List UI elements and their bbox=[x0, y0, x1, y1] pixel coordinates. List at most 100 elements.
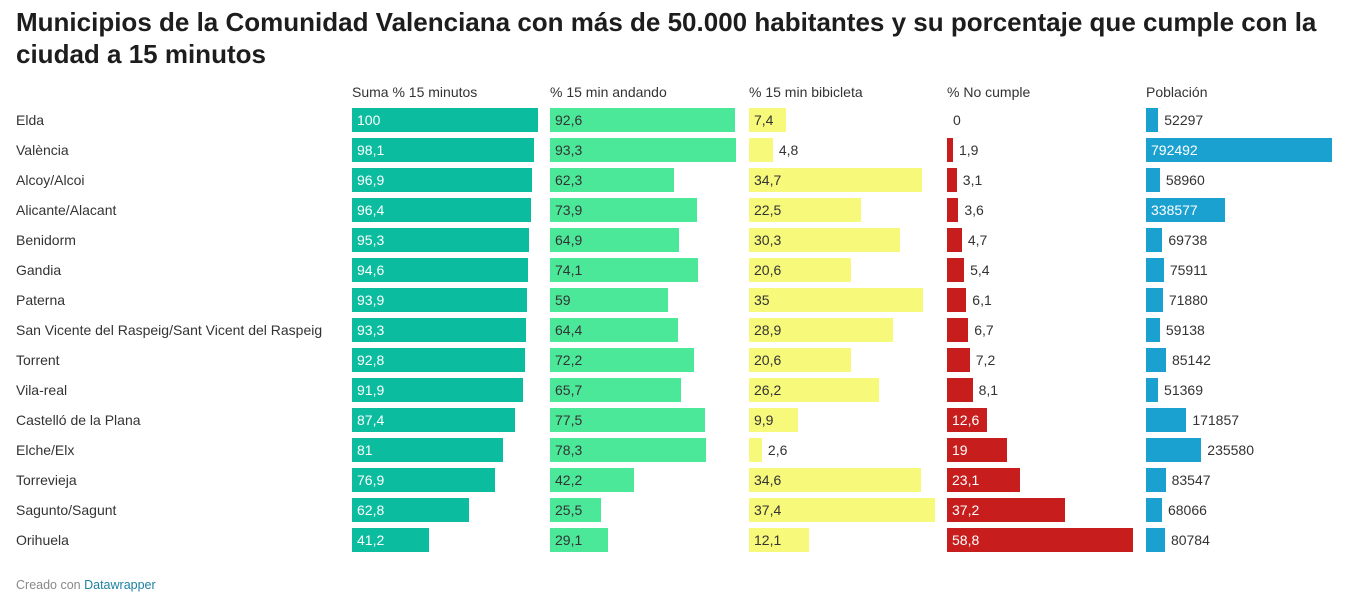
data-label: 12,1 bbox=[754, 532, 782, 548]
data-label: 6,1 bbox=[972, 292, 992, 308]
data-label: 72,2 bbox=[555, 352, 583, 368]
data-label: 83547 bbox=[1171, 472, 1211, 488]
footer: Creado con Datawrapper bbox=[16, 578, 156, 592]
bar bbox=[1146, 408, 1187, 432]
data-label: 91,9 bbox=[357, 382, 385, 398]
bar bbox=[749, 108, 786, 132]
data-label: 93,3 bbox=[357, 322, 385, 338]
footer-prefix: Creado con bbox=[16, 578, 81, 592]
bar bbox=[749, 138, 773, 162]
bar bbox=[1146, 378, 1159, 402]
bar bbox=[749, 408, 799, 432]
row-name: Castelló de la Plana bbox=[16, 412, 141, 428]
data-label: 4,7 bbox=[967, 232, 988, 248]
bar bbox=[947, 378, 973, 402]
bar bbox=[1146, 348, 1166, 372]
row-name: Alicante/Alacant bbox=[16, 202, 117, 218]
data-label: 98,1 bbox=[357, 142, 385, 158]
column-header: Población bbox=[1146, 84, 1208, 100]
bar bbox=[550, 258, 698, 282]
data-label: 20,6 bbox=[754, 262, 782, 278]
bar bbox=[352, 198, 532, 222]
bar bbox=[1146, 228, 1163, 252]
data-label: 75911 bbox=[1169, 262, 1208, 278]
row-name: Gandia bbox=[16, 262, 62, 278]
data-label: 8,1 bbox=[978, 382, 999, 398]
bar bbox=[352, 498, 469, 522]
bar bbox=[550, 198, 698, 222]
bar bbox=[1146, 168, 1160, 192]
data-label: 171857 bbox=[1192, 412, 1240, 428]
data-label: 34,7 bbox=[754, 172, 782, 188]
bar bbox=[550, 138, 736, 162]
bar bbox=[749, 468, 922, 492]
bar bbox=[550, 528, 608, 552]
bar bbox=[1146, 288, 1163, 312]
bar bbox=[947, 438, 1008, 462]
data-label: 29,1 bbox=[555, 532, 583, 548]
row-name: Torrent bbox=[16, 352, 60, 368]
bar bbox=[352, 438, 503, 462]
bar bbox=[352, 378, 523, 402]
data-label: 6,7 bbox=[974, 322, 994, 338]
bar bbox=[749, 168, 922, 192]
bar bbox=[550, 438, 707, 462]
data-label: 9,9 bbox=[754, 412, 774, 428]
bar bbox=[749, 288, 924, 312]
data-label: 81 bbox=[357, 442, 373, 458]
data-label: 80784 bbox=[1170, 532, 1210, 548]
datawrapper-link[interactable]: Datawrapper bbox=[84, 578, 156, 592]
bar bbox=[1146, 318, 1160, 342]
data-label: 87,4 bbox=[357, 412, 385, 428]
bar bbox=[352, 258, 528, 282]
bar bbox=[1146, 258, 1164, 282]
data-label: 71880 bbox=[1168, 292, 1208, 308]
bar bbox=[352, 168, 533, 192]
bar bbox=[550, 348, 694, 372]
data-label: 41,2 bbox=[357, 532, 385, 548]
data-label: 792492 bbox=[1151, 142, 1198, 158]
row-name: Elche/Elx bbox=[16, 442, 75, 458]
bar bbox=[550, 108, 735, 132]
data-label: 95,3 bbox=[357, 232, 385, 248]
data-label: 23,1 bbox=[952, 472, 980, 488]
bar bbox=[749, 378, 880, 402]
data-label: 93,9 bbox=[357, 292, 385, 308]
data-label: 69738 bbox=[1168, 232, 1208, 248]
data-label: 58,8 bbox=[952, 532, 980, 548]
data-label: 1,9 bbox=[959, 142, 979, 158]
bar bbox=[1146, 108, 1159, 132]
column-header: % 15 min andando bbox=[550, 84, 667, 100]
bar bbox=[1146, 438, 1202, 462]
data-label: 100 bbox=[357, 112, 381, 128]
data-label: 3,1 bbox=[962, 172, 983, 188]
bar bbox=[352, 318, 526, 342]
data-label: 26,2 bbox=[754, 382, 782, 398]
data-label: 25,5 bbox=[555, 502, 583, 518]
data-label: 77,5 bbox=[555, 412, 583, 428]
bar bbox=[947, 288, 967, 312]
data-label: 65,7 bbox=[555, 382, 583, 398]
data-label: 22,5 bbox=[754, 202, 782, 218]
data-label: 12,6 bbox=[952, 412, 980, 428]
row-name: Vila-real bbox=[16, 382, 68, 398]
data-label: 96,4 bbox=[357, 202, 385, 218]
bar bbox=[1146, 528, 1165, 552]
row-name: Sagunto/Sagunt bbox=[16, 502, 117, 518]
data-label: 85142 bbox=[1171, 352, 1211, 368]
bar bbox=[352, 408, 515, 432]
data-label: 92,8 bbox=[357, 352, 385, 368]
row-name: Orihuela bbox=[16, 532, 69, 548]
bar bbox=[749, 258, 852, 282]
data-label: 92,6 bbox=[555, 112, 583, 128]
bar bbox=[749, 348, 852, 372]
data-label: 20,6 bbox=[754, 352, 782, 368]
bar bbox=[1146, 138, 1332, 162]
bar bbox=[947, 198, 959, 222]
column-header: Suma % 15 minutos bbox=[352, 84, 478, 100]
bar bbox=[550, 228, 680, 252]
bar bbox=[550, 378, 681, 402]
bar bbox=[749, 228, 900, 252]
bar bbox=[352, 228, 530, 252]
data-label: 37,2 bbox=[952, 502, 980, 518]
